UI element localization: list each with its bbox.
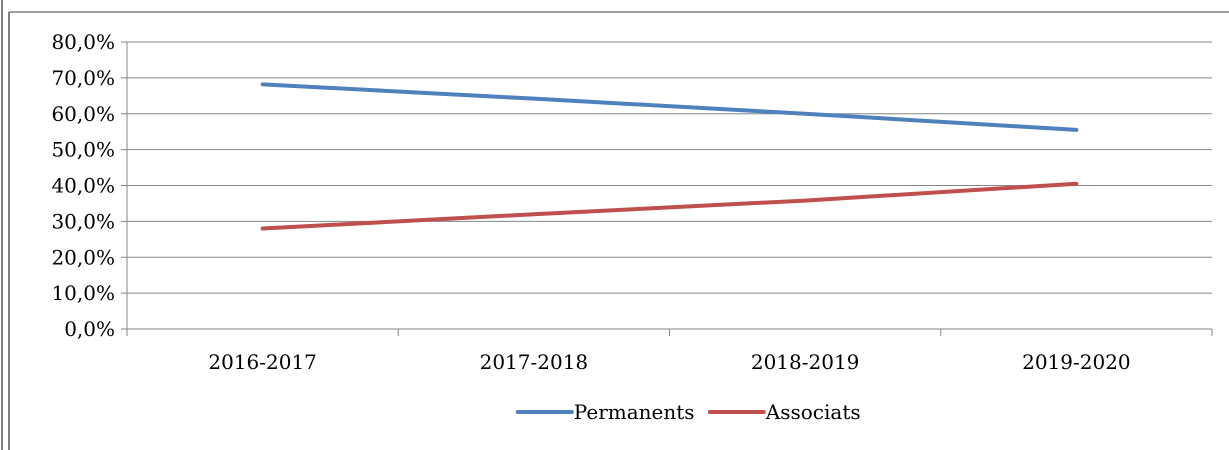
axes xyxy=(121,41,1213,336)
series-line-permanents xyxy=(260,82,1079,132)
legend-item-associats: Associats xyxy=(707,400,861,424)
y-tick-label: 60,0% xyxy=(51,102,115,126)
x-axis-tick-labels: 2016-2017 2017-2018 2018-2019 2019-2020 xyxy=(208,350,1130,374)
legend-label: Permanents xyxy=(574,400,695,424)
y-tick-label: 10,0% xyxy=(51,281,115,305)
x-tick-label: 2017-2018 xyxy=(480,350,589,374)
x-tick-label: 2019-2020 xyxy=(1022,350,1131,374)
y-tick-label: 40,0% xyxy=(51,174,115,198)
y-tick-label: 50,0% xyxy=(51,138,115,162)
y-tick-label: 30,0% xyxy=(51,209,115,233)
x-tick-label: 2018-2019 xyxy=(751,350,860,374)
y-tick-label: 70,0% xyxy=(51,66,115,90)
legend: Permanents Associats xyxy=(515,400,861,424)
gridlines xyxy=(127,41,1212,330)
y-tick-label: 0,0% xyxy=(64,317,115,341)
legend-label: Associats xyxy=(765,400,861,424)
x-tick-label: 2016-2017 xyxy=(208,350,317,374)
series-line-associats xyxy=(260,181,1079,231)
y-axis-tick-labels: 0,0% 10,0% 20,0% 30,0% 40,0% 50,0% 60,0% 70,0% 8… xyxy=(51,30,115,341)
legend-item-permanents: Permanents xyxy=(515,400,695,424)
y-tick-label: 20,0% xyxy=(51,245,115,269)
series-lines xyxy=(260,82,1079,231)
y-tick-label: 80,0% xyxy=(51,30,115,54)
